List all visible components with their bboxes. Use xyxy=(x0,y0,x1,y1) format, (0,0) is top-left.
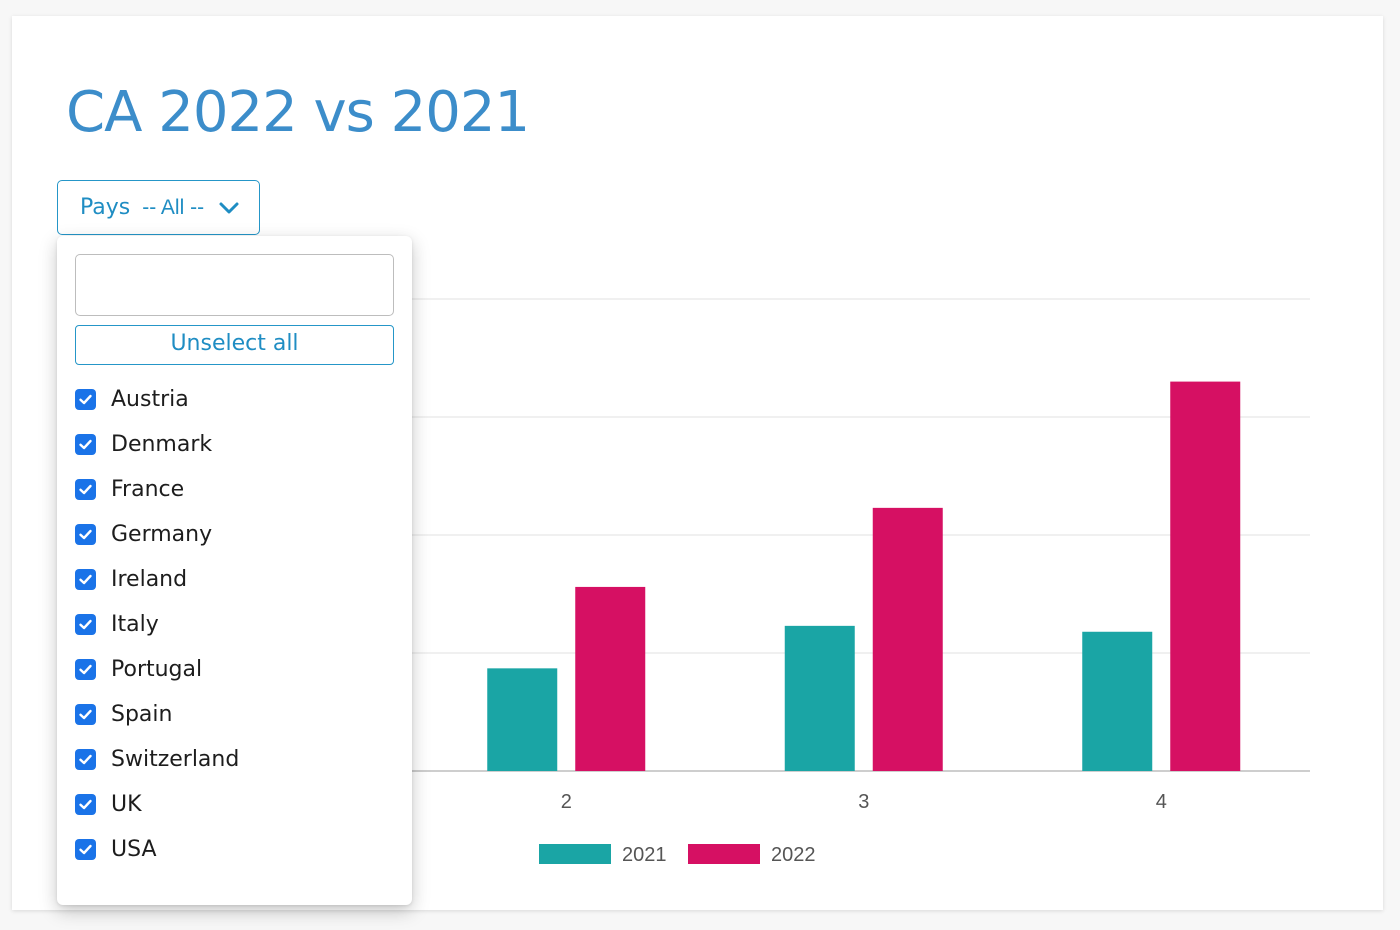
check-icon xyxy=(79,529,92,540)
legend-swatch-2021[interactable] xyxy=(539,844,611,864)
country-option[interactable]: Austria xyxy=(75,377,395,422)
bar-2022-2[interactable] xyxy=(575,586,646,771)
checkbox[interactable] xyxy=(75,839,96,860)
checkbox[interactable] xyxy=(75,524,96,545)
country-option-label: Switzerland xyxy=(111,747,240,772)
country-filter-dropdown[interactable]: Pays -- All -- xyxy=(57,180,260,235)
x-tick-label: 3 xyxy=(858,791,869,813)
checkbox[interactable] xyxy=(75,389,96,410)
country-option-label: UK xyxy=(111,792,142,817)
check-icon xyxy=(79,574,92,585)
country-option[interactable]: Germany xyxy=(75,512,395,557)
country-option-label: France xyxy=(111,477,185,502)
country-filter-menu: Unselect all Austria Denmark France Germany… xyxy=(57,236,412,905)
country-option-label: USA xyxy=(111,837,157,862)
filter-value: -- All -- xyxy=(142,195,205,219)
chart-x-ticks: 2 3 4 xyxy=(561,791,1167,813)
check-icon xyxy=(79,619,92,630)
checkbox[interactable] xyxy=(75,749,96,770)
country-option-label: Germany xyxy=(111,522,213,547)
check-icon xyxy=(79,394,92,405)
checkbox[interactable] xyxy=(75,704,96,725)
bar-2021-2[interactable] xyxy=(487,668,558,771)
country-options-list: Austria Denmark France Germany Ireland Italy P… xyxy=(75,377,395,872)
bar-2021-3[interactable] xyxy=(784,625,855,771)
x-tick-label: 2 xyxy=(561,791,572,813)
checkbox[interactable] xyxy=(75,434,96,455)
checkbox[interactable] xyxy=(75,659,96,680)
legend-swatch-2022[interactable] xyxy=(688,844,760,864)
country-option[interactable]: USA xyxy=(75,827,395,872)
checkbox[interactable] xyxy=(75,794,96,815)
country-option[interactable]: UK xyxy=(75,782,395,827)
country-option[interactable]: Switzerland xyxy=(75,737,395,782)
country-option-label: Spain xyxy=(111,702,173,727)
check-icon xyxy=(79,484,92,495)
checkbox[interactable] xyxy=(75,569,96,590)
check-icon xyxy=(79,664,92,675)
check-icon xyxy=(79,844,92,855)
chart-legend: 2021 2022 xyxy=(539,844,816,866)
country-option-label: Italy xyxy=(111,612,159,637)
check-icon xyxy=(79,754,92,765)
country-option-label: Denmark xyxy=(111,432,213,457)
legend-label-2021[interactable]: 2021 xyxy=(622,844,667,866)
country-option[interactable]: Denmark xyxy=(75,422,395,467)
country-option[interactable]: France xyxy=(75,467,395,512)
chart-bars xyxy=(487,381,1241,771)
filter-label: Pays xyxy=(80,195,131,220)
bar-2021-4[interactable] xyxy=(1082,631,1153,771)
checkbox[interactable] xyxy=(75,479,96,500)
chevron-down-icon xyxy=(219,202,239,213)
page-title: CA 2022 vs 2021 xyxy=(66,80,530,145)
country-search-input[interactable] xyxy=(75,254,394,316)
country-option-label: Ireland xyxy=(111,567,188,592)
legend-label-2022[interactable]: 2022 xyxy=(771,844,816,866)
country-option[interactable]: Italy xyxy=(75,602,395,647)
unselect-all-button[interactable]: Unselect all xyxy=(75,325,394,365)
checkbox[interactable] xyxy=(75,614,96,635)
country-option[interactable]: Ireland xyxy=(75,557,395,602)
country-option[interactable]: Spain xyxy=(75,692,395,737)
country-option[interactable]: Portugal xyxy=(75,647,395,692)
country-option-label: Portugal xyxy=(111,657,203,682)
bar-2022-4[interactable] xyxy=(1170,381,1241,771)
x-tick-label: 4 xyxy=(1156,791,1167,813)
check-icon xyxy=(79,799,92,810)
country-option-label: Austria xyxy=(111,387,189,412)
check-icon xyxy=(79,439,92,450)
check-icon xyxy=(79,709,92,720)
bar-2022-3[interactable] xyxy=(872,507,943,771)
